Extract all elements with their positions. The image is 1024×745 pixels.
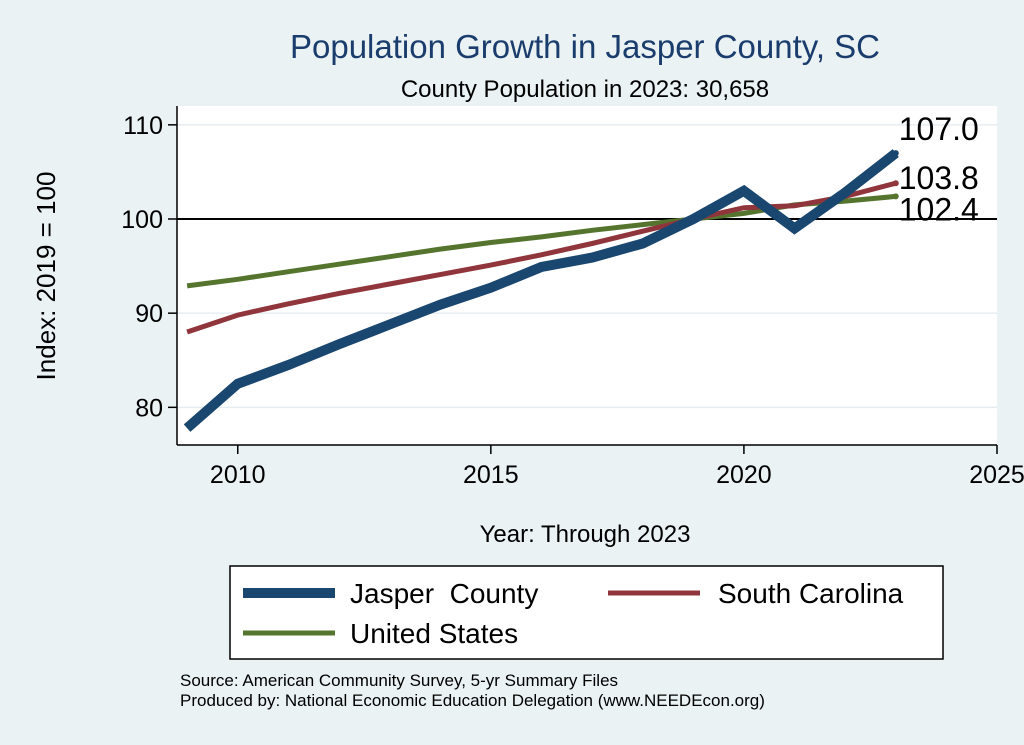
- series-end-point: [892, 193, 899, 200]
- x-axis-title: Year: Through 2023: [480, 521, 691, 548]
- x-tick-label: 2025: [969, 461, 1024, 489]
- axis-ticks: 80 90 100 110 2010 2015 2020 2025: [121, 112, 1024, 489]
- plot-area: [177, 106, 997, 445]
- y-tick-label: 110: [123, 112, 163, 140]
- producer-line: Produced by: National Economic Education…: [180, 691, 765, 710]
- y-axis-title: Index: 2019 = 100: [31, 172, 61, 381]
- series-layer: [183, 149, 899, 432]
- legend: Jasper County South Carolina United States: [243, 578, 904, 649]
- series-end-point: [892, 180, 899, 187]
- legend-label: United States: [350, 618, 518, 649]
- end-label: 107.0: [899, 111, 979, 147]
- end-label: 102.4: [899, 191, 979, 227]
- series-line-south-carolina: [186, 180, 897, 335]
- series-end-point: [892, 150, 899, 157]
- end-label: 103.8: [899, 160, 979, 196]
- source-line: Source: American Community Survey, 5-yr …: [180, 671, 619, 690]
- source-notes: Source: American Community Survey, 5-yr …: [180, 671, 765, 711]
- y-tick-label: 90: [135, 300, 163, 328]
- y-tick-label: 80: [135, 394, 163, 422]
- legend-label: Jasper County: [350, 578, 538, 609]
- x-tick-label: 2015: [463, 461, 519, 489]
- legend-box: [229, 565, 944, 660]
- chart-title: Population Growth in Jasper County, SC: [290, 28, 880, 65]
- y-tick-label: 100: [121, 206, 163, 234]
- chart-subtitle: County Population in 2023: 30,658: [401, 76, 769, 103]
- x-tick-label: 2010: [210, 461, 266, 489]
- legend-label: South Carolina: [718, 578, 904, 609]
- x-tick-label: 2020: [716, 461, 772, 489]
- series-line-jasper-county: [183, 149, 899, 432]
